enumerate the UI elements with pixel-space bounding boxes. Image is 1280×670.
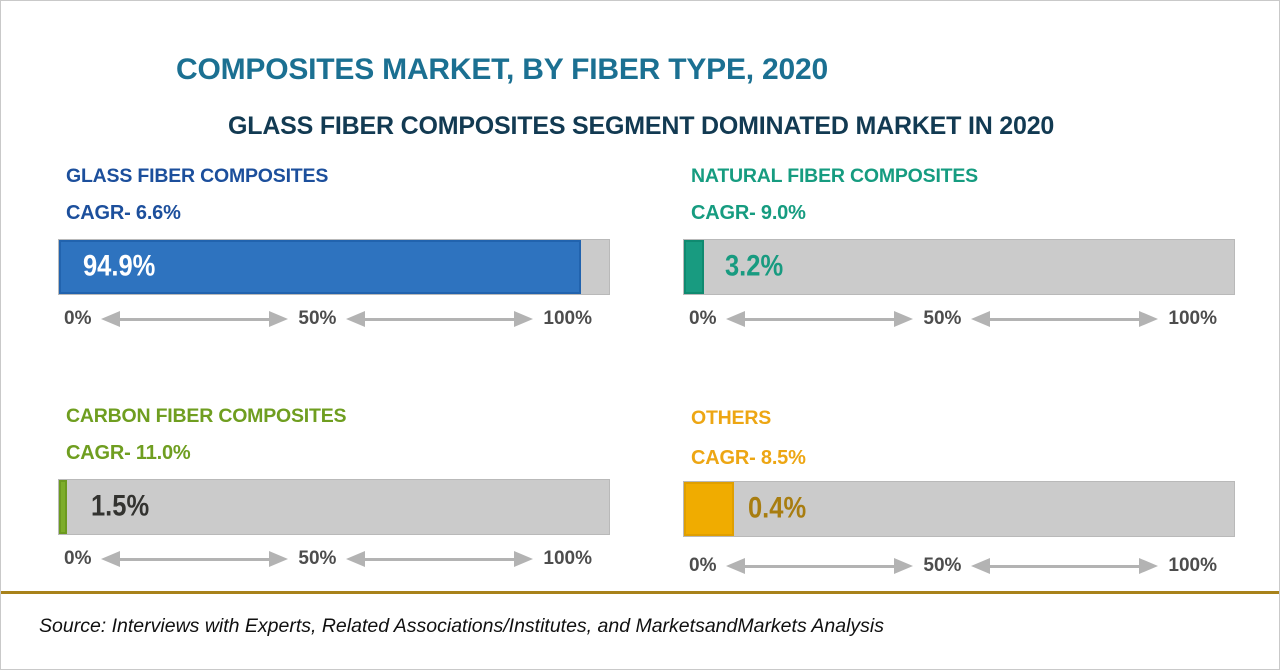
axis-tick-0: 0%	[689, 555, 717, 574]
axis-tick-100: 100%	[1168, 308, 1218, 329]
segment-cagr-label: CAGR- 6.6%	[66, 202, 181, 224]
axis-tick-100: 100%	[1168, 555, 1218, 574]
source-note: Source: Interviews with Experts, Related…	[39, 615, 885, 637]
axis: 0% 50% 100%	[64, 308, 592, 330]
segment-cagr-label: CAGR- 11.0%	[66, 442, 191, 464]
segment-cagr-label: CAGR- 8.5%	[691, 447, 806, 469]
axis: 0% 50% 100%	[64, 548, 592, 570]
segment-glass-fiber-composites: GLASS FIBER COMPOSITES CAGR- 6.6% 94.9% …	[58, 165, 611, 330]
bar-track: 1.5%	[58, 479, 610, 535]
axis-arrow-icon	[346, 550, 534, 568]
bar-track: 0.4%	[683, 481, 1235, 537]
segment-title: CARBON FIBER COMPOSITES	[66, 405, 347, 427]
segment-title: OTHERS	[691, 407, 772, 429]
bar-fill	[59, 240, 581, 294]
chart-title: COMPOSITES MARKET, BY FIBER TYPE, 2020	[176, 53, 828, 86]
bar-track: 3.2%	[683, 239, 1235, 295]
axis-arrow-icon	[971, 310, 1159, 328]
axis-tick-100: 100%	[543, 308, 593, 329]
axis-arrow-icon	[726, 557, 914, 574]
axis-tick-100: 100%	[543, 548, 593, 569]
divider-line	[1, 591, 1279, 594]
bar-fill	[684, 240, 705, 294]
bar-track: 94.9%	[58, 239, 610, 295]
axis-arrow-icon	[971, 557, 1159, 574]
axis-arrow-icon	[346, 310, 534, 328]
segment-title: GLASS FIBER COMPOSITES	[66, 165, 329, 187]
bar-fill	[684, 482, 735, 536]
bar-value-label: 3.2%	[725, 249, 784, 283]
axis-tick-50: 50%	[923, 555, 962, 574]
axis: 0% 50% 100%	[689, 555, 1217, 574]
bar-fill	[59, 480, 68, 534]
bar-value-label: 0.4%	[748, 491, 807, 525]
axis-arrow-icon	[101, 550, 289, 568]
axis-tick-50: 50%	[298, 548, 337, 569]
axis-tick-0: 0%	[689, 308, 717, 329]
axis-tick-50: 50%	[298, 308, 337, 329]
axis-arrow-icon	[726, 310, 914, 328]
axis-tick-0: 0%	[64, 308, 92, 329]
segment-cagr-label: CAGR- 9.0%	[691, 202, 806, 224]
axis-tick-50: 50%	[923, 308, 962, 329]
segment-carbon-fiber-composites: CARBON FIBER COMPOSITES CAGR- 11.0% 1.5%…	[58, 405, 611, 570]
axis-tick-0: 0%	[64, 548, 92, 569]
axis-arrow-icon	[101, 310, 289, 328]
bar-value-label: 94.9%	[83, 249, 156, 283]
chart-subtitle: GLASS FIBER COMPOSITES SEGMENT DOMINATED…	[228, 112, 1055, 140]
axis: 0% 50% 100%	[689, 308, 1217, 330]
segment-title: NATURAL FIBER COMPOSITES	[691, 165, 978, 187]
bar-value-label: 1.5%	[91, 489, 150, 523]
segment-others: OTHERS CAGR- 8.5% 0.4% 0% 50% 100%	[683, 407, 1236, 574]
segment-natural-fiber-composites: NATURAL FIBER COMPOSITES CAGR- 9.0% 3.2%…	[683, 165, 1236, 330]
